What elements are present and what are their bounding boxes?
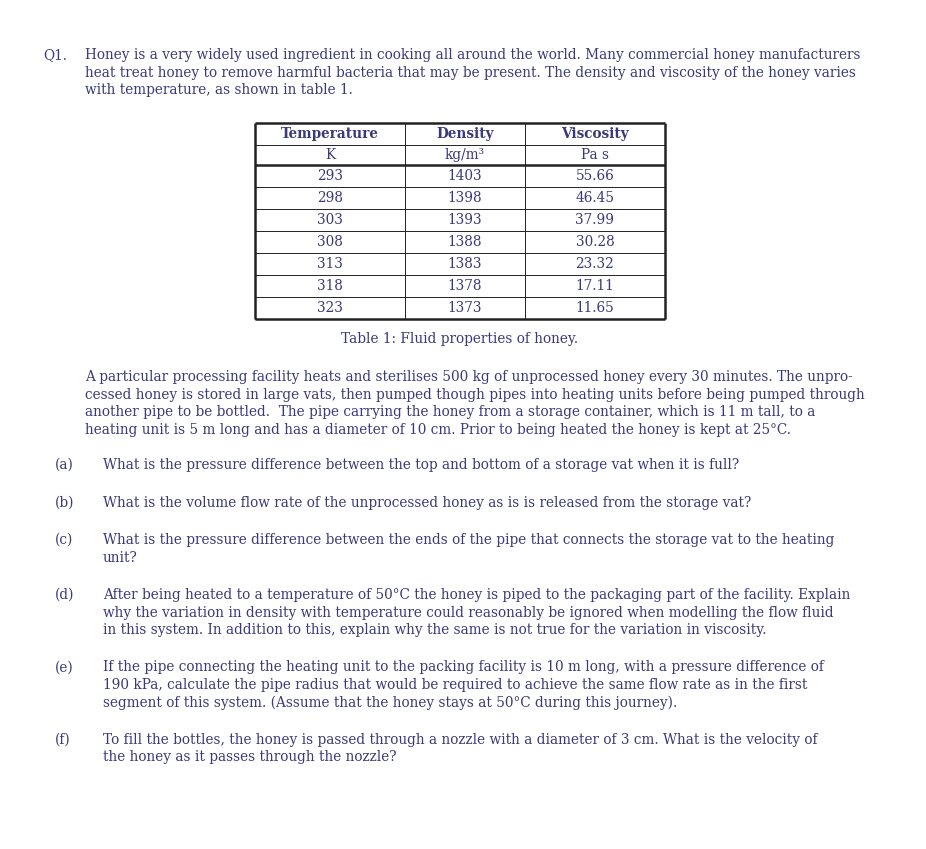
Text: heat treat honey to remove harmful bacteria that may be present. The density and: heat treat honey to remove harmful bacte… [85,65,856,80]
Text: 1383: 1383 [448,256,482,271]
Text: If the pipe connecting the heating unit to the packing facility is 10 m long, wi: If the pipe connecting the heating unit … [103,661,824,674]
Text: 30.28: 30.28 [576,234,614,249]
Text: 313: 313 [317,256,343,271]
Text: What is the pressure difference between the ends of the pipe that connects the s: What is the pressure difference between … [103,533,834,547]
Text: K: K [325,148,335,161]
Text: Table 1: Fluid properties of honey.: Table 1: Fluid properties of honey. [342,333,579,346]
Text: Density: Density [436,127,494,140]
Text: another pipe to be bottled.  The pipe carrying the honey from a storage containe: another pipe to be bottled. The pipe car… [85,405,816,419]
Text: 303: 303 [317,212,343,227]
Text: After being heated to a temperature of 50°C the honey is piped to the packaging : After being heated to a temperature of 5… [103,588,850,602]
Text: (b): (b) [55,496,74,509]
Text: 37.99: 37.99 [575,212,615,227]
Text: 318: 318 [317,278,343,293]
Text: Q1.: Q1. [43,48,67,62]
Text: 23.32: 23.32 [576,256,614,271]
Text: Viscosity: Viscosity [561,127,629,140]
Text: 308: 308 [317,234,343,249]
Text: (e): (e) [55,661,74,674]
Text: in this system. In addition to this, explain why the same is not true for the va: in this system. In addition to this, exp… [103,623,767,637]
Text: 11.65: 11.65 [576,301,614,314]
Text: What is the volume flow rate of the unprocessed honey as is is released from the: What is the volume flow rate of the unpr… [103,496,751,509]
Text: 1373: 1373 [448,301,482,314]
Text: cessed honey is stored in large vats, then pumped though pipes into heating unit: cessed honey is stored in large vats, th… [85,387,865,402]
Text: 1403: 1403 [447,168,482,183]
Text: (f): (f) [55,733,70,747]
Text: 55.66: 55.66 [576,168,614,183]
Text: 1388: 1388 [448,234,482,249]
Text: with temperature, as shown in table 1.: with temperature, as shown in table 1. [85,83,353,97]
Text: (c): (c) [55,533,73,547]
Text: Honey is a very widely used ingredient in cooking all around the world. Many com: Honey is a very widely used ingredient i… [85,48,860,62]
Text: 293: 293 [317,168,343,183]
Text: 46.45: 46.45 [575,190,615,205]
Text: 190 kPa, calculate the pipe radius that would be required to achieve the same fl: 190 kPa, calculate the pipe radius that … [103,678,807,692]
Text: (a): (a) [55,458,74,472]
Text: why the variation in density with temperature could reasonably be ignored when m: why the variation in density with temper… [103,605,833,620]
Text: What is the pressure difference between the top and bottom of a storage vat when: What is the pressure difference between … [103,458,739,472]
Text: 17.11: 17.11 [576,278,614,293]
Text: the honey as it passes through the nozzle?: the honey as it passes through the nozzl… [103,751,396,764]
Text: Temperature: Temperature [282,127,379,140]
Text: A particular processing facility heats and sterilises 500 kg of unprocessed hone: A particular processing facility heats a… [85,370,853,384]
Text: kg/m³: kg/m³ [444,148,485,161]
Text: (d): (d) [55,588,74,602]
Text: 298: 298 [317,190,343,205]
Text: unit?: unit? [103,550,138,565]
Text: 1393: 1393 [447,212,482,227]
Text: 1378: 1378 [448,278,482,293]
Text: 323: 323 [317,301,343,314]
Text: To fill the bottles, the honey is passed through a nozzle with a diameter of 3 c: To fill the bottles, the honey is passed… [103,733,818,747]
Text: Pa s: Pa s [581,148,609,161]
Text: 1398: 1398 [447,190,482,205]
Text: heating unit is 5 m long and has a diameter of 10 cm. Prior to being heated the : heating unit is 5 m long and has a diame… [85,423,791,436]
Text: segment of this system. (Assume that the honey stays at 50°C during this journey: segment of this system. (Assume that the… [103,695,677,710]
